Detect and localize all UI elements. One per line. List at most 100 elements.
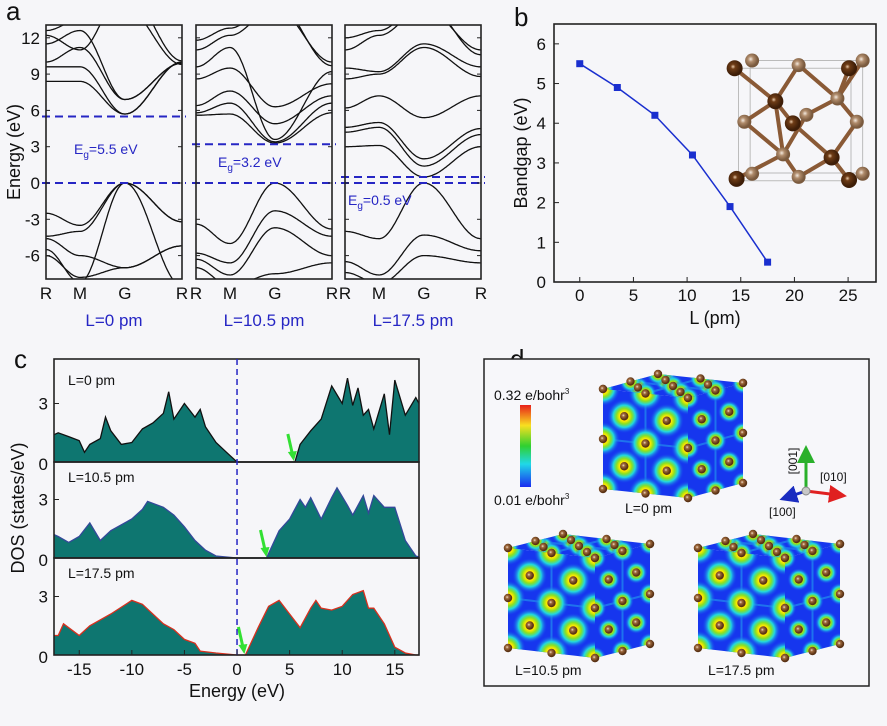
dos-label-2: L=17.5 pm [68,565,135,581]
band-line [46,61,182,115]
density-peak [508,548,526,566]
ytick-label: 2 [537,194,546,213]
atom [620,412,629,421]
panel-a-ylabel: Energy (eV) [4,104,24,200]
atom [645,539,655,549]
xtick-label: 20 [785,286,804,305]
atom [618,596,627,606]
atom [645,589,655,599]
atom [738,378,748,388]
xtick-label: 0 [232,660,241,679]
bands [345,25,481,279]
band-line [46,61,182,115]
atom [729,542,738,552]
atom [780,553,790,563]
ytick-label: -3 [25,210,40,229]
atom [823,149,840,166]
ytick-label: 3 [39,395,48,414]
density-peak [785,646,797,658]
atom [566,535,576,545]
k-point-label: R [190,284,202,303]
atom [711,486,720,495]
k-point-label: R [339,284,351,303]
atom [738,428,748,438]
colorbar-min-label: 0.01 e/bohr3 [494,492,570,508]
atom [855,53,870,68]
bandgap-data-point [613,84,621,92]
atom [503,643,513,653]
atom [693,543,703,553]
colorbar [520,405,531,487]
atom [849,114,864,129]
atom [697,465,706,474]
atom [725,407,734,416]
cbm-arrow-icon [238,644,248,654]
cube-label-2: L=17.5 pm [708,662,775,678]
atom [835,589,845,599]
ytick-label: 0 [39,551,48,570]
ytick-label: 6 [31,101,40,120]
band-line [345,121,481,160]
dos-label-1: L=10.5 pm [68,469,135,485]
atom [772,547,782,557]
atom [822,568,831,577]
atom [784,115,801,132]
band-line [196,102,332,143]
band-line [46,245,182,279]
atom [726,60,743,77]
panel-c-dos-plot: c DOS (states/eV) Energy (eV) 0 3 0 3 0 3 -15 -… [8,344,420,701]
atom [590,553,600,563]
atom [582,547,592,557]
atom [590,603,600,613]
atom [738,478,748,488]
axis-010-label: [010] [820,470,847,484]
band-line [196,210,332,264]
band-line [196,227,332,276]
bond [796,63,840,101]
atom [835,539,845,549]
atom [683,393,693,403]
panel-a-gap-label-2: Eg=0.5 eV [348,192,412,212]
atom [711,436,720,445]
atom [721,536,730,546]
atom [653,369,663,379]
panel-label-a: a [6,0,21,26]
atom [503,593,513,603]
xtick-label: -15 [67,660,92,679]
ytick-label: -6 [25,247,40,266]
atom [737,548,746,558]
atom [715,571,724,580]
atom [668,381,678,391]
bandgap-data-point [651,111,659,119]
band-line [46,29,182,101]
atom [641,489,650,498]
panel-a-subtitle-2: L=17.5 pm [373,311,454,330]
panel-a-gap-label-1: Eg=3.2 eV [218,154,282,174]
panel-a-subtitle-1: L=10.5 pm [224,311,305,330]
atom [791,58,806,73]
atom [604,575,613,584]
density-peak [698,580,716,616]
atom [748,529,758,539]
atom [618,546,627,556]
band-line [345,43,481,73]
bandgap-data-point [764,258,772,266]
atom [574,541,584,551]
ytick-label: 0 [537,273,546,292]
panel-a-subtitle-0: L=0 pm [85,311,142,330]
atom [626,377,635,386]
xtick-label: 15 [385,660,404,679]
atom [693,593,703,603]
band-line [196,67,332,108]
bands [46,25,182,279]
atom [662,466,671,475]
atom [610,540,619,550]
atom [525,621,534,630]
ytick-label: 0 [39,648,48,667]
atom [794,625,803,634]
atom [590,653,600,663]
atom [728,170,745,187]
density-peak [595,646,607,658]
axis-001-label: [001] [786,448,800,475]
